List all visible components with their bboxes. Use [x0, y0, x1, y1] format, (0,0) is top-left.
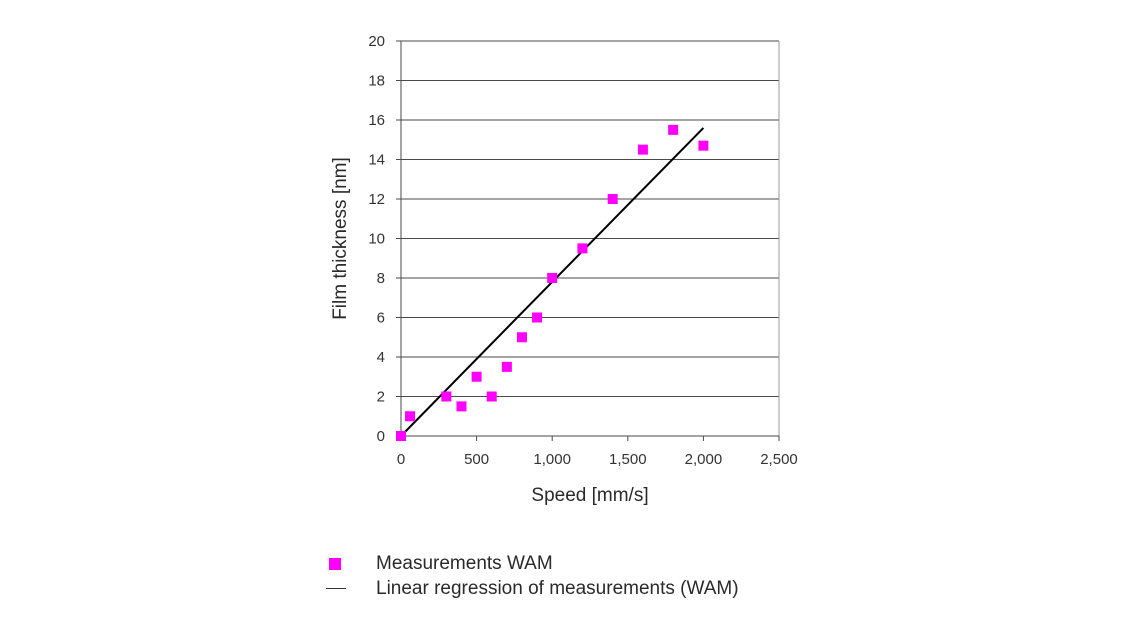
- legend: Measurements WAM Linear regression of me…: [326, 551, 739, 601]
- y-tick-label: 8: [377, 270, 385, 287]
- data-point: [668, 124, 679, 135]
- data-point: [486, 391, 497, 402]
- data-point: [396, 431, 406, 441]
- legend-item-regression: Linear regression of measurements (WAM): [326, 576, 739, 601]
- y-tick-label: 10: [368, 231, 385, 248]
- x-tick-label: 0: [397, 451, 405, 468]
- x-tick-label: 2,500: [760, 451, 798, 468]
- y-tick-label: 12: [368, 191, 385, 208]
- data-point: [637, 144, 648, 155]
- data-point: [607, 194, 618, 204]
- data-point: [471, 371, 482, 382]
- legend-label-measurements: Measurements WAM: [376, 552, 553, 574]
- y-tick-label: 14: [368, 152, 385, 169]
- x-tick-label: 2,000: [685, 451, 723, 468]
- chart-marks: [396, 124, 709, 441]
- y-tick-label: 6: [377, 310, 385, 327]
- data-point: [405, 411, 416, 422]
- legend-swatch-square-icon: [326, 557, 356, 570]
- data-point: [547, 273, 558, 283]
- data-point: [532, 312, 543, 323]
- x-axis-label: Speed [mm/s]: [531, 485, 648, 506]
- legend-item-measurements: Measurements WAM: [326, 551, 739, 576]
- y-tick-label: 0: [377, 428, 385, 445]
- tick-labels: 0 2 4 6 8 10 12 14 16 18 20 0 500 1,000 1,500 2,000 2,50…: [368, 33, 797, 468]
- x-tick-label: 1,500: [609, 451, 647, 468]
- data-point: [698, 140, 709, 151]
- y-axis-label: Film thickness [nm]: [330, 157, 351, 320]
- axes: [396, 40, 780, 441]
- grid: [401, 40, 779, 397]
- x-tick-label: 1,000: [533, 451, 571, 468]
- data-point: [577, 243, 588, 254]
- data-point: [516, 332, 527, 343]
- legend-label-regression: Linear regression of measurements (WAM): [376, 577, 739, 599]
- y-tick-label: 20: [368, 33, 385, 50]
- y-tick-label: 4: [377, 349, 385, 366]
- data-point: [501, 361, 512, 372]
- y-tick-label: 2: [377, 389, 385, 406]
- y-tick-label: 16: [368, 112, 385, 129]
- y-tick-label: 18: [368, 73, 385, 90]
- legend-swatch-line-icon: [326, 588, 356, 589]
- data-point: [456, 401, 467, 412]
- x-tick-label: 500: [464, 451, 489, 468]
- data-point: [441, 391, 452, 402]
